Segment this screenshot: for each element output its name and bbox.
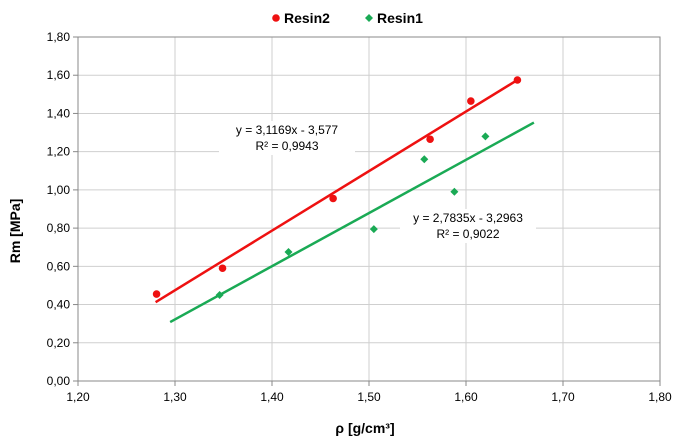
y-tick-label: 1,00 [47, 183, 71, 197]
legend: Resin2 Resin1 [272, 10, 423, 26]
y-tick-label: 0,40 [47, 298, 71, 312]
trendlines [154, 77, 535, 324]
point-resin1 [450, 187, 459, 196]
point-resin2 [152, 290, 161, 298]
y-tick-label: 1,40 [47, 106, 71, 120]
trendline-resin1 [169, 121, 535, 324]
point-resin1 [369, 225, 378, 234]
point-resin1 [420, 155, 429, 164]
x-tick-label: 1,70 [551, 390, 575, 404]
y-tick-label: 0,20 [47, 336, 71, 350]
x-axis-title: ρ [g/cm³] [335, 420, 394, 436]
y-tick-label: 1,20 [47, 145, 71, 159]
point-resin2 [426, 135, 434, 144]
legend-label-resin2: Resin2 [284, 10, 330, 26]
y-axis-title: Rm [MPa] [7, 199, 23, 264]
legend-marker-resin1 [365, 14, 373, 22]
trendline-resin2 [154, 77, 521, 304]
x-tick-label: 1,50 [357, 390, 381, 404]
x-tick-label: 1,80 [648, 390, 672, 404]
point-resin1 [215, 291, 224, 299]
point-resin1 [284, 248, 293, 256]
annotation-box [400, 209, 536, 243]
trendline-equation: y = 3,1169x - 3,577 [236, 123, 339, 137]
legend-marker-resin2 [272, 14, 280, 22]
data-points [152, 76, 522, 299]
x-tick-label: 1,40 [260, 390, 284, 404]
x-tick-label: 1,30 [163, 390, 187, 404]
trendline-equation: y = 2,7835x - 3,2963 [413, 211, 523, 225]
y-tick-label: 1,60 [47, 68, 71, 82]
tick-labels: 1,20 1,30 1,40 1,50 1,60 1,70 1,80 0,00 0,20 0,40… [47, 30, 672, 404]
trendline-annotations: y = 3,1169x - 3,577 R² = 0,9943 y = 2,7835… [219, 121, 536, 243]
y-tick-label: 1,80 [47, 30, 71, 44]
trendline-r2: R² = 0,9022 [436, 227, 499, 241]
plot-frame [77, 36, 661, 382]
x-tick-label: 1,60 [454, 390, 478, 404]
point-resin2 [513, 76, 522, 84]
y-tick-label: 0,80 [47, 221, 71, 235]
y-tick-label: 0,00 [47, 374, 71, 388]
point-resin2 [467, 97, 475, 105]
legend-label-resin1: Resin1 [377, 10, 423, 26]
point-resin2 [218, 264, 227, 273]
point-resin1 [481, 132, 490, 141]
x-tick-label: 1,20 [66, 390, 90, 404]
y-tick-label: 0,60 [47, 259, 71, 273]
annotation-box [219, 121, 355, 155]
point-resin2 [329, 194, 337, 203]
trendline-r2: R² = 0,9943 [255, 139, 318, 153]
